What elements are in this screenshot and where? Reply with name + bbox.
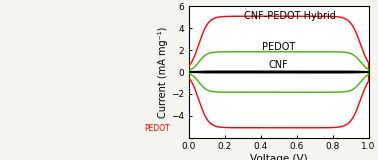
Y-axis label: Current (mA mg⁻¹): Current (mA mg⁻¹) [158,26,168,118]
Text: PEDOT: PEDOT [262,42,295,52]
X-axis label: Voltage (V): Voltage (V) [250,154,308,160]
Text: CNF: CNF [269,60,289,70]
Text: CNF-PEDOT Hybrid: CNF-PEDOT Hybrid [243,11,336,21]
Text: PEDOT: PEDOT [144,124,170,133]
